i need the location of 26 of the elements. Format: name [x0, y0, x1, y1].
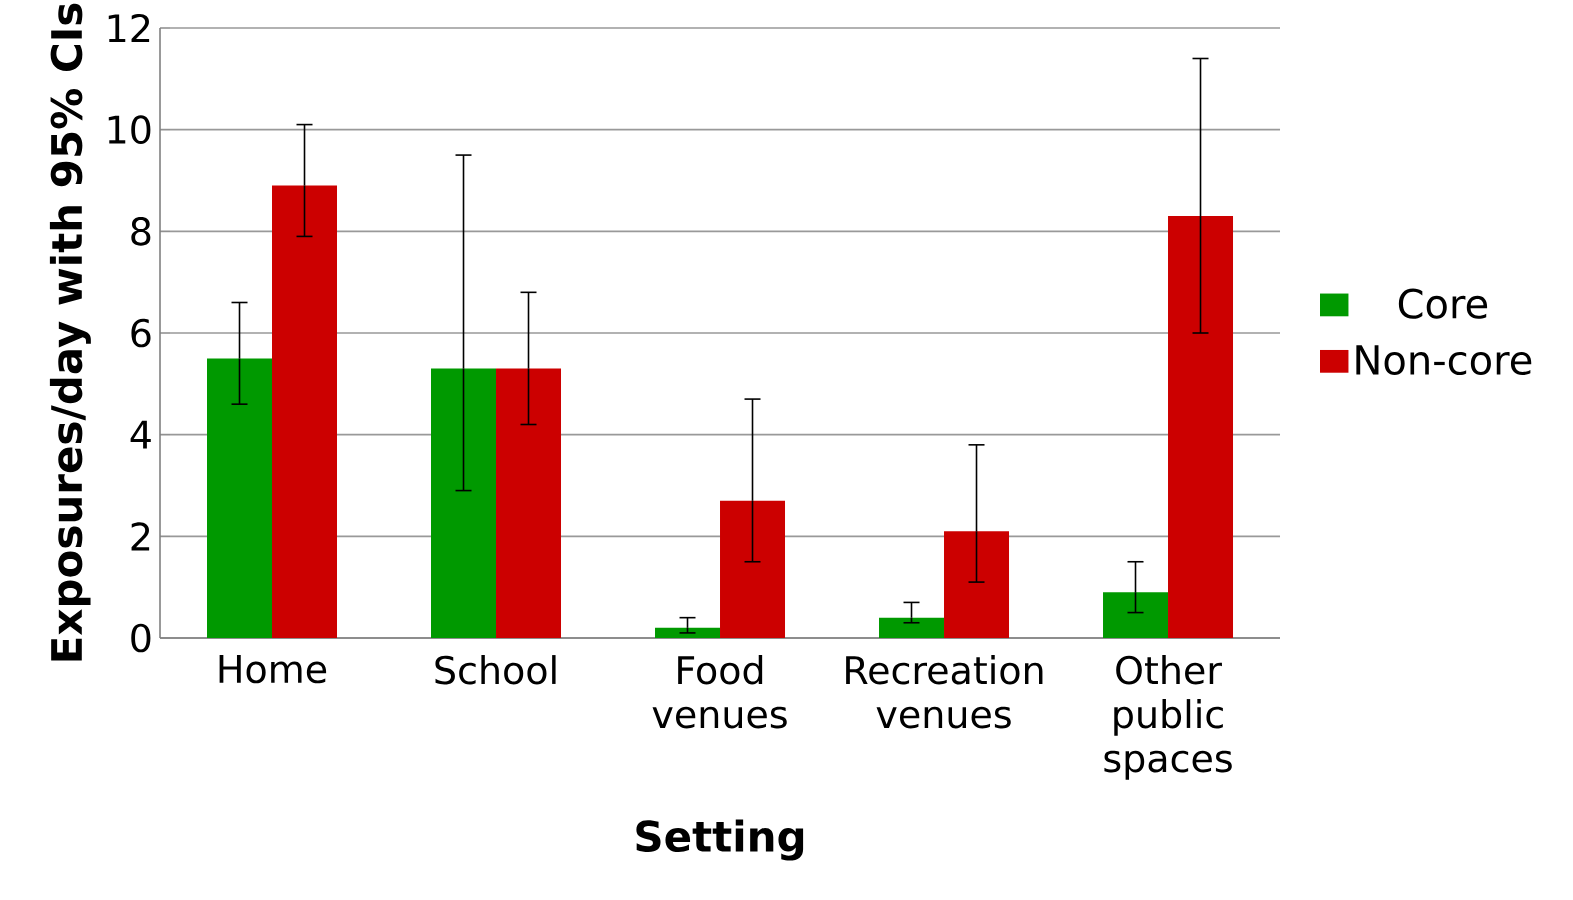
y-tick-label: 4 [130, 420, 151, 449]
x-tick-label: School [435, 655, 556, 685]
bar [496, 368, 561, 638]
legend-label: Non-core [1356, 345, 1532, 375]
bar [431, 368, 496, 638]
y-tick-label: 6 [131, 318, 151, 348]
x-axis-title: Setting [636, 819, 804, 861]
x-tick-label: Other public spaces [1104, 655, 1232, 780]
y-tick-label: 2 [131, 522, 150, 551]
bar [1168, 216, 1234, 638]
bar [944, 531, 1010, 638]
bar [207, 358, 272, 638]
bar [655, 627, 721, 638]
x-tick-label: Home [219, 655, 327, 684]
bar [1103, 592, 1169, 638]
x-tick-label: Recreation venues [846, 655, 1043, 729]
y-tick-label: 8 [131, 216, 151, 246]
y-tick-label: 12 [108, 13, 150, 43]
legend-label: Core [1398, 288, 1488, 319]
y-tick-label: 10 [108, 115, 151, 145]
y-axis-title: Exposures/day with 95% CIs [49, 3, 91, 661]
x-tick-label: Food venues [652, 655, 787, 729]
y-tick-label: 0 [131, 623, 151, 653]
bar [720, 500, 786, 638]
bar [879, 617, 945, 638]
bar [272, 185, 337, 638]
